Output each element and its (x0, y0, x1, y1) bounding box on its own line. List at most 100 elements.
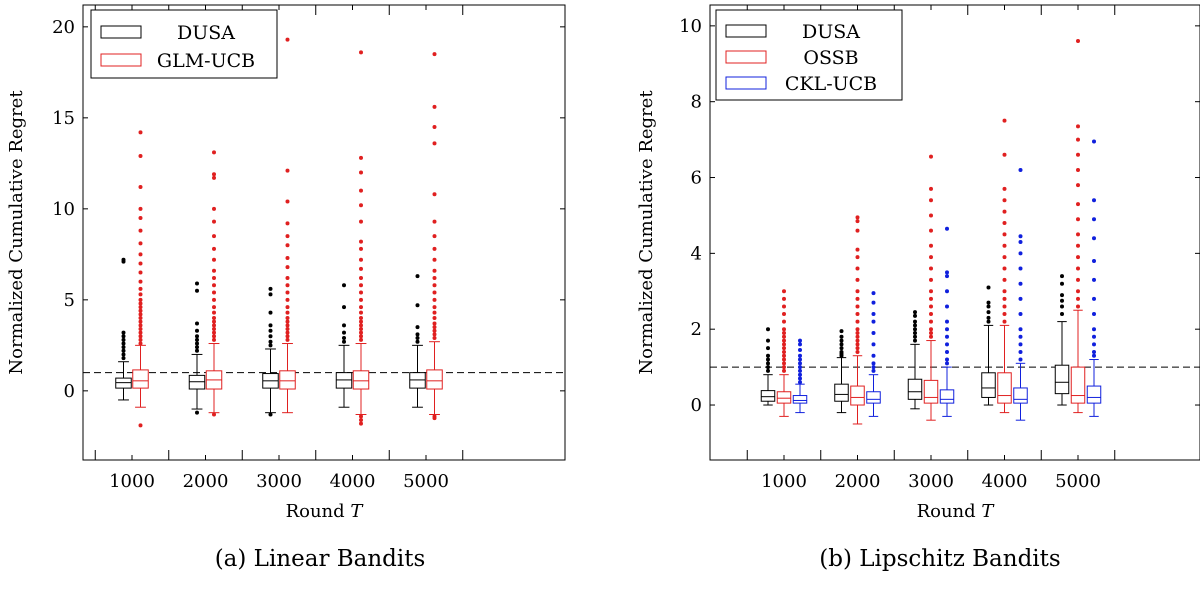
outlier-point (212, 305, 216, 310)
outlier-point (986, 315, 991, 320)
outlier-point (945, 357, 949, 362)
outlier-point (342, 323, 346, 328)
outlier-point (929, 154, 933, 159)
outlier-point (871, 319, 876, 324)
outlier-point (285, 337, 290, 342)
box-iqr (939, 389, 955, 404)
outlier-point (195, 334, 199, 339)
outlier-point (1002, 319, 1007, 324)
outlier-point (212, 246, 216, 251)
plot-frame (82, 4, 566, 461)
outlier-point (1076, 152, 1080, 157)
outlier-point (1076, 39, 1080, 44)
outlier-point (285, 330, 290, 335)
outlier-point (855, 334, 860, 339)
box-3000 (279, 37, 296, 414)
x-axis-label: Round T (286, 501, 365, 522)
box-iqr (850, 385, 865, 406)
outlier-point (212, 206, 216, 211)
outlier-point (1092, 236, 1096, 241)
plot-frame (709, 4, 1200, 461)
box-2000 (834, 329, 849, 414)
box-4000 (352, 50, 370, 426)
outlier-point (138, 341, 143, 346)
outlier-point (359, 414, 363, 419)
outlier-point (782, 319, 786, 324)
outlier-point (1060, 312, 1064, 317)
outlier-point (798, 353, 802, 358)
outlier-point (195, 337, 199, 342)
outlier-point (929, 243, 933, 248)
y-axis-label: Normalized Cumulative Regret (6, 90, 27, 375)
outlier-point (1002, 186, 1007, 191)
x-tick-label: 2000 (835, 471, 881, 492)
outlier-point (195, 321, 199, 326)
outlier-point (359, 290, 363, 295)
y-tick-label: 5 (64, 290, 75, 311)
outlier-point (929, 327, 933, 332)
outlier-point (195, 328, 199, 333)
outlier-point (782, 330, 786, 335)
x-tick-label: 3000 (908, 471, 954, 492)
outlier-point (268, 310, 273, 315)
outlier-point (342, 305, 346, 310)
outlier-point (782, 296, 786, 301)
x-tick-label: 4000 (330, 471, 376, 492)
box-4000 (1013, 167, 1028, 421)
outlier-point (432, 283, 437, 288)
outlier-point (766, 353, 770, 358)
outlier-point (138, 326, 143, 331)
outlier-point (138, 330, 143, 335)
outlier-point (986, 304, 991, 309)
outlier-point (839, 334, 844, 339)
outlier-point (212, 290, 216, 295)
box-iqr (760, 390, 776, 402)
outlier-point (945, 226, 949, 231)
outlier-point (1002, 277, 1007, 282)
y-axis-label: Normalized Cumulative Regret (636, 90, 657, 375)
outlier-point (929, 198, 933, 203)
outlier-point (212, 172, 216, 177)
box-iqr (907, 378, 923, 400)
outlier-point (782, 327, 786, 332)
outlier-point (212, 330, 216, 335)
box-2000 (205, 150, 223, 417)
outlier-point (929, 312, 933, 317)
outlier-point (782, 349, 786, 354)
outlier-point (1018, 349, 1023, 354)
outlier-point (782, 357, 786, 362)
outlier-point (359, 188, 363, 193)
outlier-point (1002, 266, 1007, 271)
outlier-point (1002, 255, 1007, 260)
outlier-point (782, 338, 786, 343)
outlier-point (1002, 289, 1007, 294)
outlier-point (268, 334, 273, 339)
outlier-point (1092, 342, 1096, 347)
outlier-point (913, 323, 917, 328)
outlier-point (871, 361, 876, 366)
outlier-point (1076, 202, 1080, 207)
outlier-point (1092, 258, 1096, 263)
outlier-point (138, 279, 143, 284)
outlier-point (212, 316, 216, 321)
outlier-point (359, 323, 363, 328)
outlier-point (945, 342, 949, 347)
outlier-point (839, 346, 844, 351)
x-axis-label-text: Round (286, 501, 351, 522)
box-1000 (132, 130, 149, 428)
box-4000 (997, 118, 1012, 414)
outlier-point (432, 276, 437, 280)
outlier-point (285, 297, 290, 302)
outlier-point (929, 319, 933, 324)
outlier-point (138, 301, 143, 306)
outlier-point (415, 274, 420, 279)
outlier-point (1018, 234, 1023, 239)
outlier-point (855, 247, 860, 252)
x-tick-label: 5000 (403, 471, 449, 492)
outlier-point (432, 124, 437, 129)
outlier-point (986, 319, 991, 324)
box-iqr (981, 372, 996, 398)
outlier-point (913, 338, 917, 343)
outlier-point (138, 286, 143, 291)
outlier-point (359, 219, 363, 224)
